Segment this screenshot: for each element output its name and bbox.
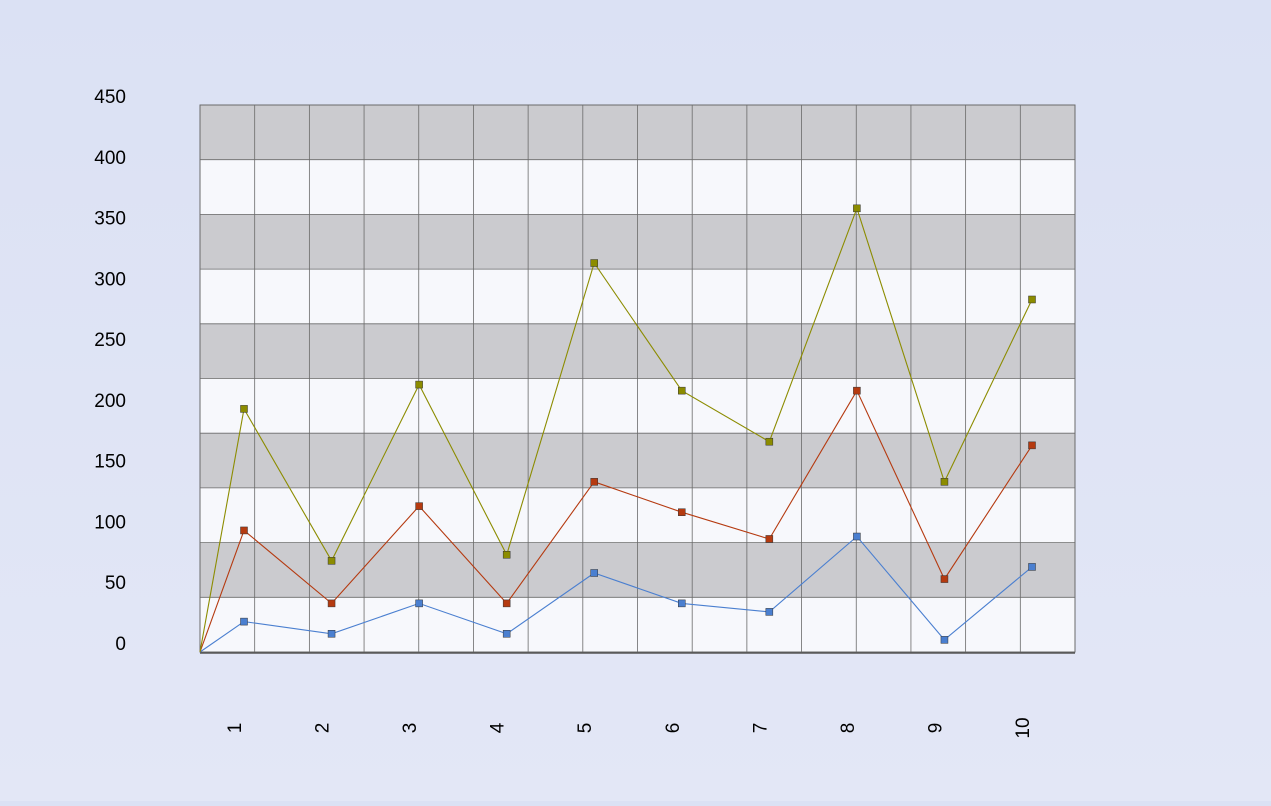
data-point bbox=[415, 502, 423, 510]
data-point bbox=[1028, 563, 1036, 571]
data-point bbox=[327, 630, 336, 638]
data-point bbox=[327, 557, 336, 565]
data-point bbox=[590, 569, 598, 577]
data-point bbox=[590, 259, 598, 267]
y-tick-label: 200 bbox=[94, 391, 126, 412]
data-point bbox=[853, 204, 861, 213]
y-tick-label: 400 bbox=[94, 148, 126, 169]
x-tick-label: 9 bbox=[925, 723, 946, 734]
x-tick-label: 6 bbox=[663, 723, 684, 734]
data-point bbox=[853, 386, 861, 395]
y-tick-label: 250 bbox=[94, 330, 126, 351]
x-tick-label: 1 bbox=[225, 723, 246, 734]
data-point bbox=[940, 636, 949, 644]
data-point bbox=[940, 575, 949, 583]
data-point bbox=[327, 599, 336, 608]
data-point bbox=[765, 437, 774, 446]
data-point bbox=[590, 478, 598, 486]
data-point bbox=[853, 532, 861, 541]
y-axis-tick-labels: 0 50 100 150 200 250 300 350 400 450 bbox=[94, 87, 126, 655]
data-point bbox=[678, 599, 686, 608]
x-tick-label: 8 bbox=[838, 723, 859, 734]
data-point bbox=[415, 599, 423, 608]
series-2 bbox=[199, 386, 1036, 653]
data-point bbox=[502, 599, 511, 608]
data-point bbox=[765, 535, 774, 543]
data-point bbox=[765, 608, 774, 616]
x-axis-tick-labels: 1 2 3 4 5 6 7 8 9 10 bbox=[225, 717, 1034, 738]
data-point bbox=[240, 617, 248, 626]
data-point bbox=[240, 405, 248, 413]
data-point bbox=[678, 508, 686, 516]
y-tick-label: 300 bbox=[94, 269, 126, 290]
x-tick-label: 7 bbox=[750, 723, 771, 734]
y-tick-label: 450 bbox=[94, 87, 126, 108]
x-tick-label: 2 bbox=[313, 723, 334, 734]
x-tick-label: 5 bbox=[575, 723, 596, 734]
data-point bbox=[415, 380, 423, 389]
series-layer bbox=[199, 204, 1036, 653]
y-tick-label: 100 bbox=[94, 512, 126, 533]
plot-border bbox=[199, 104, 1076, 654]
data-point bbox=[940, 478, 949, 486]
x-tick-label: 3 bbox=[400, 723, 421, 734]
y-tick-label: 50 bbox=[105, 573, 126, 594]
x-tick-label: 4 bbox=[488, 722, 509, 733]
data-point bbox=[502, 551, 511, 559]
data-point bbox=[240, 526, 248, 535]
series-3 bbox=[199, 204, 1036, 653]
plot-frame bbox=[199, 104, 1076, 653]
y-tick-label: 0 bbox=[115, 634, 126, 655]
x-tick-label: 10 bbox=[1013, 717, 1034, 738]
y-tick-label: 350 bbox=[94, 209, 126, 230]
series-1 bbox=[199, 532, 1036, 653]
data-point bbox=[678, 386, 686, 395]
y-tick-label: 150 bbox=[94, 452, 126, 473]
vertical-gridlines bbox=[254, 105, 1021, 652]
data-point bbox=[1028, 295, 1036, 304]
data-point bbox=[502, 630, 511, 638]
data-point bbox=[1028, 441, 1036, 450]
